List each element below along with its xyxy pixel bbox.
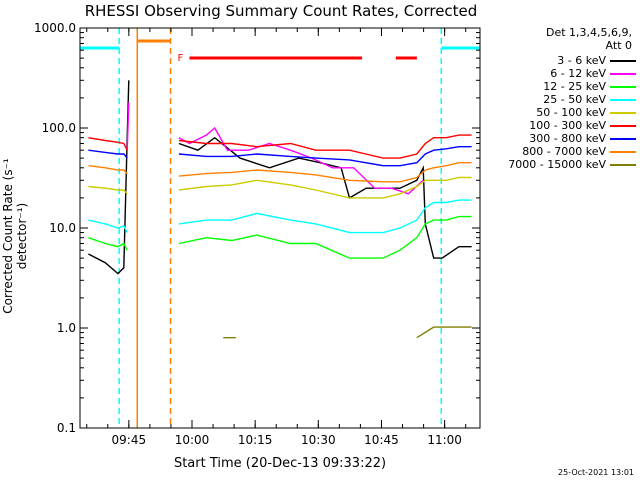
- legend-entry: 7000 - 15000 keV: [484, 158, 636, 171]
- legend-entry: 25 - 50 keV: [484, 93, 636, 106]
- series-line: [88, 162, 472, 183]
- legend-label: 12 - 25 keV: [543, 80, 606, 93]
- flare-flag-label: F: [177, 53, 183, 64]
- y-tick-label: 10.0: [49, 221, 76, 235]
- x-axis-label: Start Time (20-Dec-13 09:33:22): [173, 456, 387, 471]
- x-tick-label: 10:00: [175, 433, 210, 447]
- y-tick-label: 100.0: [42, 121, 76, 135]
- x-tick-label: 10:30: [301, 433, 336, 447]
- legend-label: 50 - 100 keV: [536, 106, 606, 119]
- generated-timestamp: 25-Oct-2021 13:01: [558, 468, 634, 477]
- legend-entry: 6 - 12 keV: [484, 67, 636, 80]
- legend-entry: 100 - 300 keV: [484, 119, 636, 132]
- series-line: [223, 326, 472, 339]
- legend-swatch: [610, 59, 636, 62]
- attenuator-state: Att 0: [605, 39, 632, 52]
- y-tick-label: 1.0: [57, 321, 76, 335]
- series-line: [88, 199, 472, 234]
- legend-swatch: [610, 111, 636, 114]
- legend-swatch: [610, 137, 636, 140]
- legend-entry: 50 - 100 keV: [484, 106, 636, 119]
- legend-swatch: [610, 150, 636, 153]
- legend-swatch: [610, 124, 636, 127]
- legend-label: 3 - 6 keV: [557, 54, 606, 67]
- y-axis-label: Corrected Count Rate (s⁻¹ detector⁻¹): [1, 158, 29, 314]
- series-line: [88, 80, 472, 275]
- legend-swatch: [610, 163, 636, 166]
- legend-entry: 300 - 800 keV: [484, 132, 636, 145]
- series-line: [126, 102, 424, 195]
- legend-label: 6 - 12 keV: [550, 67, 606, 80]
- legend: 3 - 6 keV 6 - 12 keV 12 - 25 keV 25 - 50…: [484, 54, 636, 171]
- series-line: [88, 176, 472, 199]
- y-tick-label: 1000.0: [34, 21, 76, 35]
- x-tick-label: 10:15: [238, 433, 273, 447]
- series-line: [88, 215, 472, 259]
- legend-entry: 800 - 7000 keV: [484, 145, 636, 158]
- legend-swatch: [610, 98, 636, 101]
- legend-swatch: [610, 72, 636, 75]
- detector-list: Det 1,3,4,5,6,9,: [545, 26, 632, 39]
- legend-label: 800 - 7000 keV: [522, 145, 606, 158]
- chart-title: RHESSI Observing Summary Count Rates, Co…: [84, 2, 478, 20]
- legend-label: 7000 - 15000 keV: [508, 158, 606, 171]
- x-tick-label: 09:45: [112, 433, 147, 447]
- legend-entry: 12 - 25 keV: [484, 80, 636, 93]
- series-line: [88, 134, 472, 159]
- legend-swatch: [610, 85, 636, 88]
- legend-label: 300 - 800 keV: [529, 132, 606, 145]
- legend-label: 25 - 50 keV: [543, 93, 606, 106]
- x-tick-label: 11:00: [427, 433, 462, 447]
- legend-label: 100 - 300 keV: [529, 119, 606, 132]
- series-line: [88, 146, 472, 167]
- plot-frame: [79, 27, 481, 429]
- y-tick-label: 0.1: [57, 421, 76, 435]
- x-tick-label: 10:45: [364, 433, 399, 447]
- legend-entry: 3 - 6 keV: [484, 54, 636, 67]
